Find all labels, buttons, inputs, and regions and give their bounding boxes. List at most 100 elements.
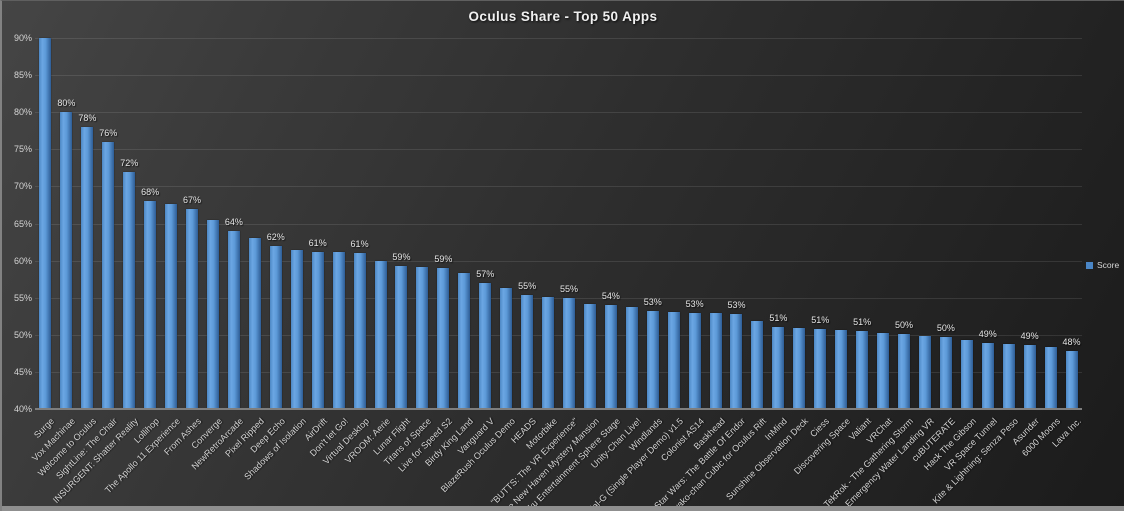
bar: [206, 219, 219, 409]
bar: [793, 328, 806, 409]
y-axis-tick-label: 55%: [13, 292, 32, 303]
bar: [939, 337, 952, 409]
bar-value-label: 50%: [936, 323, 955, 334]
bar: [290, 250, 303, 409]
gridline: [35, 186, 1082, 188]
bar-value-label: 49%: [1020, 331, 1039, 342]
gridline: [35, 149, 1082, 151]
bar: [521, 295, 534, 409]
legend-swatch-icon: [1086, 261, 1093, 269]
bar-value-label: 53%: [727, 300, 746, 311]
y-axis-tick-label: 40%: [13, 404, 32, 414]
bar-value-label: 76%: [99, 127, 118, 138]
bar: [1044, 347, 1057, 409]
y-axis-tick-label: 85%: [13, 70, 32, 81]
bar: [1002, 344, 1015, 409]
bar: [332, 252, 345, 409]
bar-value-label: 68%: [141, 187, 160, 198]
bar: [186, 208, 199, 409]
bar: [81, 127, 94, 409]
bar-value-label: 51%: [811, 314, 830, 325]
bar-value-label: 57%: [476, 268, 495, 279]
bar: [604, 305, 617, 409]
bar-value-label: 67%: [183, 194, 202, 205]
bar: [646, 311, 659, 409]
bar-value-label: 80%: [57, 98, 76, 109]
bar-value-label: 49%: [978, 328, 997, 339]
bar: [898, 334, 910, 409]
bar: [814, 328, 827, 409]
bar: [542, 296, 555, 409]
bar-value-label: 53%: [643, 297, 662, 308]
bar: [500, 288, 513, 409]
bar: [102, 141, 115, 409]
gridline: [35, 112, 1082, 114]
bar: [835, 330, 848, 409]
bar: [751, 321, 764, 409]
bar-value-label: 64%: [224, 216, 243, 227]
bar: [395, 265, 408, 409]
bar: [269, 245, 282, 409]
y-axis-tick-label: 65%: [13, 218, 32, 229]
bar-value-label: 51%: [769, 312, 788, 323]
bar: [688, 312, 701, 409]
chart-title: Oculus Share - Top 50 Apps: [468, 9, 658, 24]
bar-value-label: 62%: [266, 231, 285, 242]
gridline: [35, 371, 1082, 373]
bar: [353, 253, 366, 409]
y-axis-tick-label: 60%: [13, 255, 32, 266]
y-axis-tick-label: 50%: [13, 329, 32, 340]
bar-value-label: 78%: [78, 113, 97, 124]
gridline: [35, 75, 1082, 77]
bar: [458, 273, 471, 409]
gridline: [35, 38, 1082, 39]
bar: [960, 339, 973, 409]
bar: [877, 333, 890, 409]
bar: [311, 251, 324, 409]
bar-value-label: 55%: [518, 281, 537, 292]
bar-value-label: 51%: [853, 317, 872, 328]
bar: [918, 336, 931, 409]
bar: [60, 112, 73, 409]
gridline: [35, 297, 1082, 299]
y-axis-tick-label: 45%: [13, 366, 32, 377]
bar: [856, 331, 869, 409]
bar: [709, 313, 722, 409]
bar-value-label: 61%: [350, 239, 369, 250]
y-axis-tick-label: 75%: [13, 144, 32, 155]
bar: [667, 311, 680, 409]
bar-value-label: 55%: [559, 283, 578, 294]
gridline: [35, 223, 1082, 225]
gridline: [35, 260, 1082, 262]
bar: [562, 297, 575, 409]
bar-value-label: 54%: [601, 291, 620, 302]
bar: [583, 303, 596, 409]
bar: [730, 314, 743, 409]
y-axis-tick-label: 80%: [13, 107, 32, 118]
bar: [165, 204, 178, 409]
bar-value-label: 50%: [894, 320, 914, 331]
bar: [227, 230, 240, 409]
bar: [772, 326, 785, 409]
bar: [374, 260, 387, 409]
bar: [416, 267, 429, 409]
bar: [144, 201, 157, 409]
bar-value-label: 61%: [308, 237, 327, 248]
bar: [123, 171, 136, 409]
bar-value-label: 53%: [685, 298, 704, 309]
bar: [437, 268, 450, 409]
bar: [1065, 351, 1078, 409]
bar: [248, 238, 261, 409]
bar: [625, 306, 638, 409]
y-axis-tick-label: 70%: [13, 181, 32, 192]
bar: [981, 342, 994, 409]
bar: [39, 38, 52, 409]
bar-value-label: 59%: [434, 254, 453, 265]
x-axis-line: [35, 408, 1082, 410]
bar-value-label: 48%: [1062, 337, 1081, 348]
bar-value-label: 72%: [120, 157, 139, 168]
bottom-border-strip: [2, 506, 1124, 511]
y-axis-tick-label: 90%: [13, 33, 32, 43]
legend: Score: [1086, 260, 1119, 270]
